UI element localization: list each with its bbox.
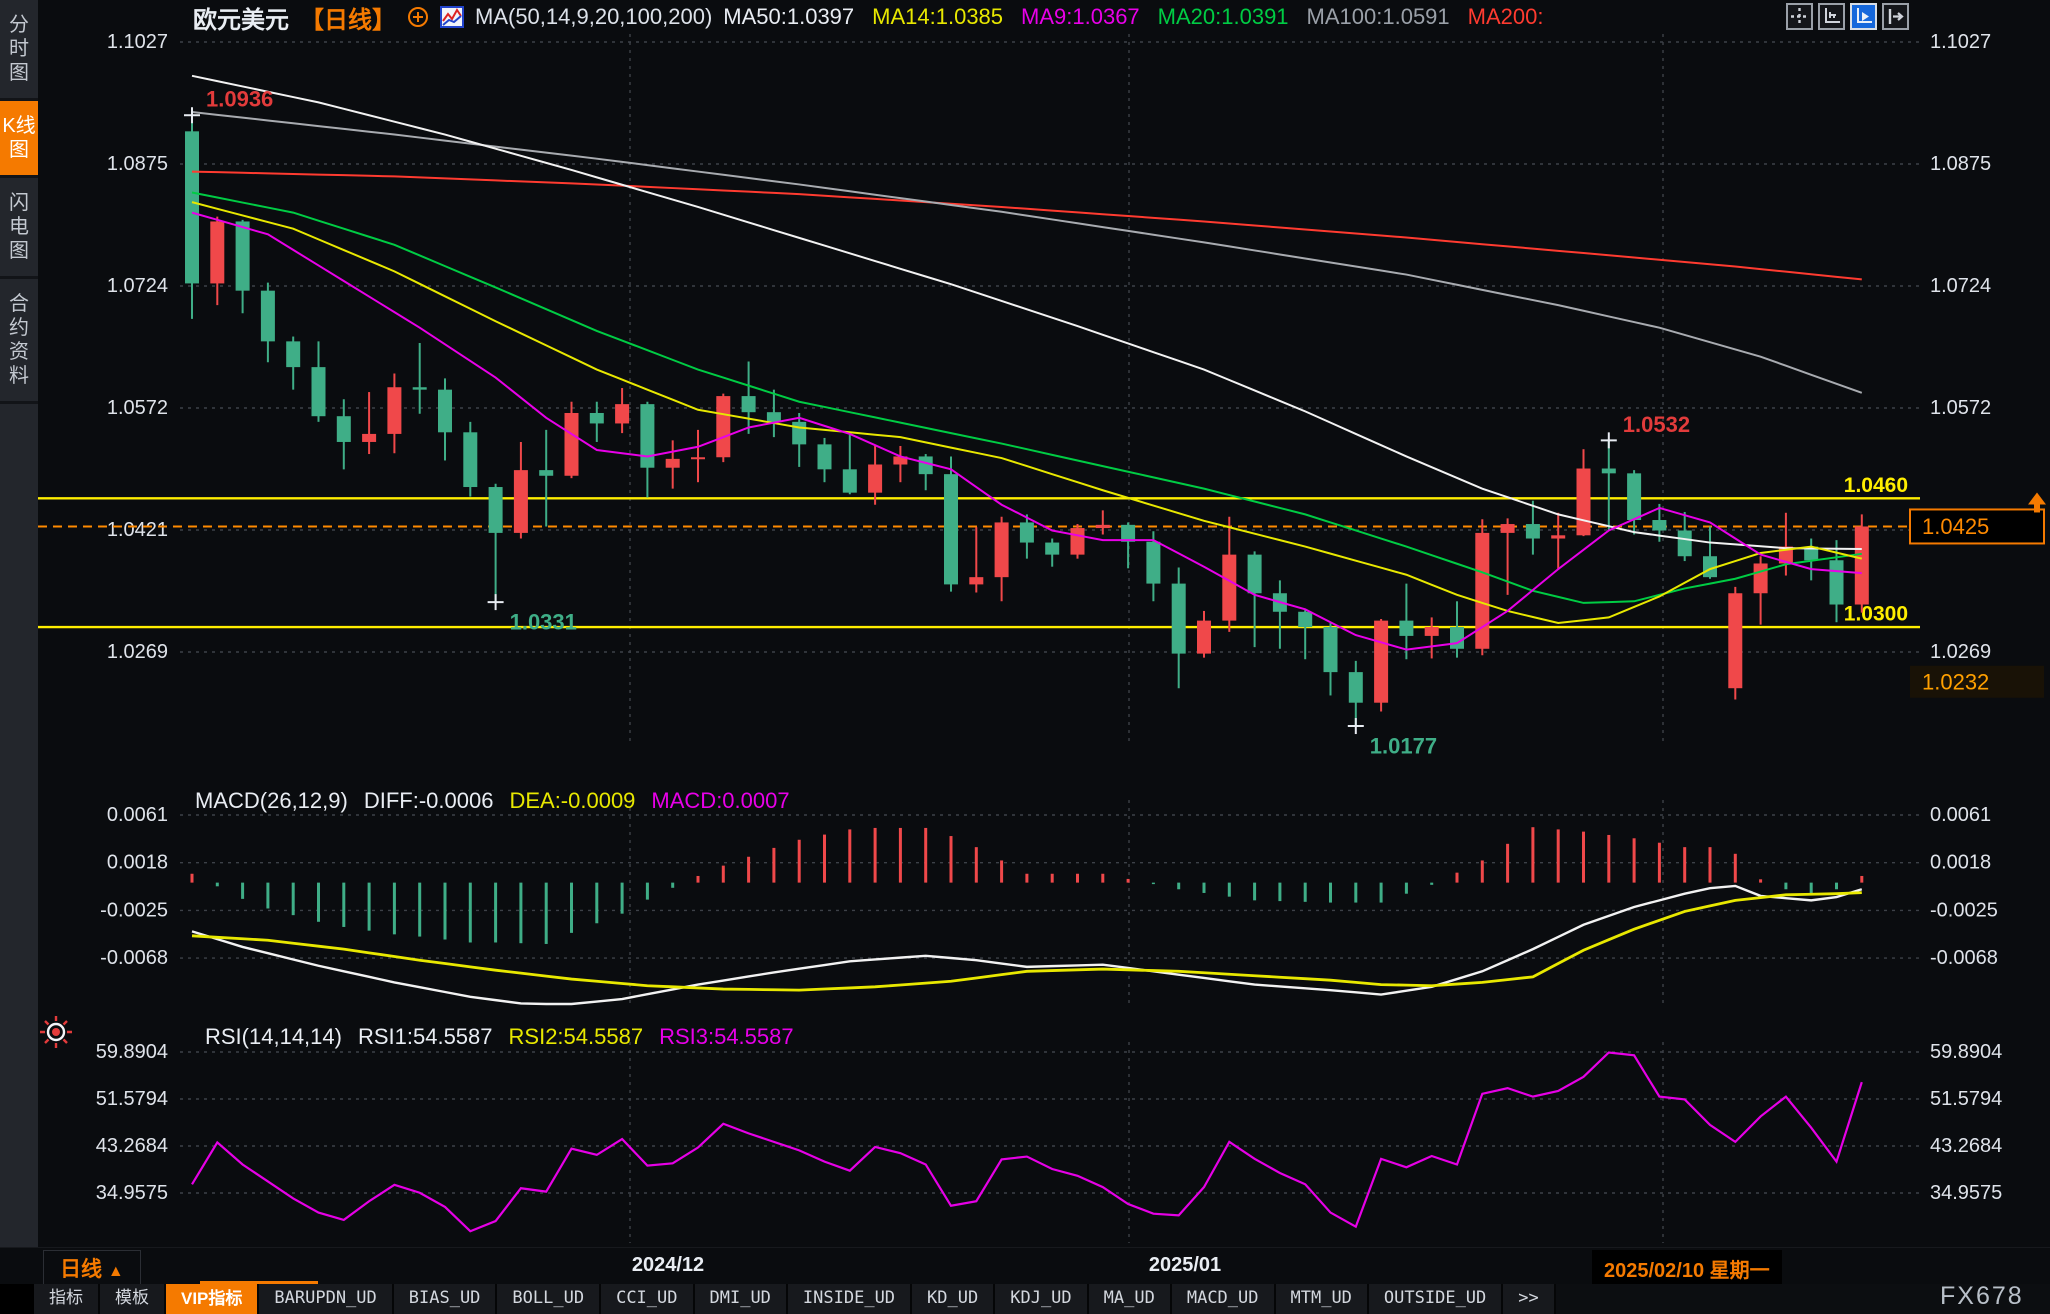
svg-text:51.5794: 51.5794 (96, 1088, 168, 1110)
sidebar-tab-kline[interactable]: K线图 (0, 101, 38, 178)
ma-value-label: MA200: (1467, 4, 1544, 29)
svg-text:34.9575: 34.9575 (1930, 1182, 2002, 1204)
toolbar-corner (0, 1284, 34, 1314)
sidebar-tab-contract-info[interactable]: 合约资料 (0, 279, 38, 404)
rsi-header: RSI(14,14,14) RSI1:54.5587 RSI2:54.5587 … (205, 1024, 794, 1050)
chart-tools (1786, 3, 1909, 30)
toolbar-tab-boll_ud[interactable]: BOLL_UD (497, 1284, 602, 1314)
svg-text:1.0875: 1.0875 (1930, 153, 1991, 175)
ma-value-label: MA9:1.0367 (1021, 4, 1140, 29)
rsi-title: RSI(14,14,14) (205, 1024, 342, 1049)
svg-text:1.0572: 1.0572 (107, 397, 168, 419)
chart-header: 欧元美元 【日线】 MA(50,14,9,20,100,200) MA50:1.… (193, 3, 1543, 34)
svg-text:1.0232: 1.0232 (1922, 669, 1989, 694)
toolbar-tab-inside_ud[interactable]: INSIDE_UD (787, 1284, 913, 1314)
macd-diff-value: DIFF:-0.0006 (363, 788, 494, 813)
alarm-icon[interactable] (36, 1012, 76, 1057)
rsi3-value: RSI3:54.5587 (659, 1024, 794, 1049)
ma-values: MA50:1.0397 MA14:1.0385 MA9:1.0367 MA20:1.0… (723, 4, 1543, 30)
crosshair-move-icon[interactable] (1786, 3, 1813, 30)
auto-scroll-icon[interactable] (1850, 3, 1877, 30)
toolbar-tab-bias_ud[interactable]: BIAS_UD (393, 1284, 498, 1314)
svg-text:1.0177: 1.0177 (1370, 734, 1437, 759)
macd-macd-value: MACD:0.0007 (651, 788, 790, 813)
svg-text:1.0425: 1.0425 (1922, 514, 1989, 539)
macd-title: MACD(26,12,9) (195, 788, 348, 813)
toolbar-tab-dmi_ud[interactable]: DMI_UD (694, 1284, 788, 1314)
rsi1-value: RSI1:54.5587 (357, 1024, 493, 1049)
toolbar-tab-outside_ud[interactable]: OUTSIDE_UD (1368, 1284, 1504, 1314)
toolbar-tab-[interactable]: 模板 (100, 1284, 166, 1314)
macd-header: MACD(26,12,9) DIFF:-0.0006 DEA:-0.0009 M… (195, 788, 790, 814)
svg-text:59.8904: 59.8904 (1930, 1041, 2002, 1063)
svg-text:59.8904: 59.8904 (96, 1041, 168, 1063)
svg-text:0.0018: 0.0018 (1930, 852, 1991, 874)
svg-text:34.9575: 34.9575 (96, 1182, 168, 1204)
add-indicator-icon[interactable] (407, 6, 429, 28)
svg-text:1.0269: 1.0269 (1930, 641, 1991, 663)
svg-text:1.0936: 1.0936 (206, 87, 273, 112)
svg-text:1.1027: 1.1027 (1930, 31, 1991, 53)
svg-text:1.0460: 1.0460 (1844, 474, 1908, 497)
svg-text:1.0724: 1.0724 (1930, 275, 1991, 297)
svg-text:-0.0068: -0.0068 (100, 947, 168, 969)
svg-text:1.0300: 1.0300 (1844, 603, 1908, 626)
svg-text:51.5794: 51.5794 (1930, 1088, 2002, 1110)
ma-settings-label: MA(50,14,9,20,100,200) (475, 4, 713, 29)
dock-right-icon[interactable] (1882, 3, 1909, 30)
svg-text:1.0724: 1.0724 (107, 275, 168, 297)
svg-text:1.0331: 1.0331 (510, 610, 577, 635)
toolbar-tab-vip[interactable]: VIP指标 (166, 1284, 260, 1314)
chart-style-icon[interactable] (440, 5, 464, 29)
svg-text:1.0875: 1.0875 (107, 153, 168, 175)
month-label-dec: 2024/12 (631, 1254, 705, 1276)
horizontal-scrollbar[interactable] (200, 1281, 318, 1285)
toolbar-tab-kdj_ud[interactable]: KDJ_UD (995, 1284, 1089, 1314)
ma-value-label: MA14:1.0385 (872, 4, 1004, 29)
svg-text:1.0269: 1.0269 (107, 641, 168, 663)
sidebar: 分时图 K线图 闪电图 合约资料 (0, 0, 38, 1284)
ma-value-label: MA100:1.0591 (1306, 4, 1450, 29)
symbol-title: 欧元美元 (193, 6, 289, 34)
svg-text:0.0018: 0.0018 (107, 852, 168, 874)
svg-text:1.0572: 1.0572 (1930, 397, 1991, 419)
sidebar-tab-lightning[interactable]: 闪电图 (0, 178, 38, 279)
toolbar-tab-macd_ud[interactable]: MACD_UD (1171, 1284, 1276, 1314)
toolbar-tab-mtm_ud[interactable]: MTM_UD (1275, 1284, 1369, 1314)
svg-text:1.1027: 1.1027 (107, 31, 168, 53)
triangle-up-icon: ▲ (107, 1263, 124, 1280)
ma-value-label: MA20:1.0391 (1157, 4, 1289, 29)
svg-text:-0.0025: -0.0025 (1930, 899, 1998, 921)
period-tag: 【日线】 (300, 6, 396, 34)
toolbar-tab->>[interactable]: >> (1503, 1284, 1556, 1314)
svg-text:43.2684: 43.2684 (96, 1135, 168, 1157)
ma-value-label: MA50:1.0397 (723, 4, 855, 29)
watermark: FX678 (1940, 1282, 2024, 1310)
time-axis: 日线 ▲ 2024/12 2025/01 2025/02/10 星期一 (0, 1247, 2050, 1287)
svg-text:0.0061: 0.0061 (107, 804, 168, 826)
axis-scale-icon[interactable] (1818, 3, 1845, 30)
svg-text:43.2684: 43.2684 (1930, 1135, 2002, 1157)
toolbar-tab-cci_ud[interactable]: CCI_UD (601, 1284, 695, 1314)
svg-text:0.0061: 0.0061 (1930, 804, 1991, 826)
toolbar-tab-ma_ud[interactable]: MA_UD (1088, 1284, 1172, 1314)
candlestick-chart[interactable]: 1.1027 1.1027 1.0875 1.0875 1.0724 1.0724 1.05… (0, 0, 2050, 1246)
indicator-toolbar: 指标 模板 VIP指标 BARUPDN_UD BIAS_UD BOLL_UD CCI_UD D… (0, 1284, 2050, 1314)
toolbar-tab-[interactable]: 指标 (34, 1284, 100, 1314)
svg-text:-0.0025: -0.0025 (100, 899, 168, 921)
svg-text:1.0532: 1.0532 (1623, 412, 1690, 437)
toolbar-tab-kd_ud[interactable]: KD_UD (912, 1284, 996, 1314)
svg-text:1.0421: 1.0421 (107, 519, 168, 541)
svg-text:-0.0068: -0.0068 (1930, 947, 1998, 969)
current-date-label: 2025/02/10 星期一 (1592, 1250, 1782, 1287)
rsi2-value: RSI2:54.5587 (508, 1024, 644, 1049)
sidebar-tab-timeline[interactable]: 分时图 (0, 0, 38, 101)
month-label-jan: 2025/01 (1148, 1254, 1222, 1276)
macd-dea-value: DEA:-0.0009 (509, 788, 636, 813)
toolbar-tab-barupdn_ud[interactable]: BARUPDN_UD (259, 1284, 394, 1314)
timeframe-button[interactable]: 日线 ▲ (43, 1250, 141, 1286)
